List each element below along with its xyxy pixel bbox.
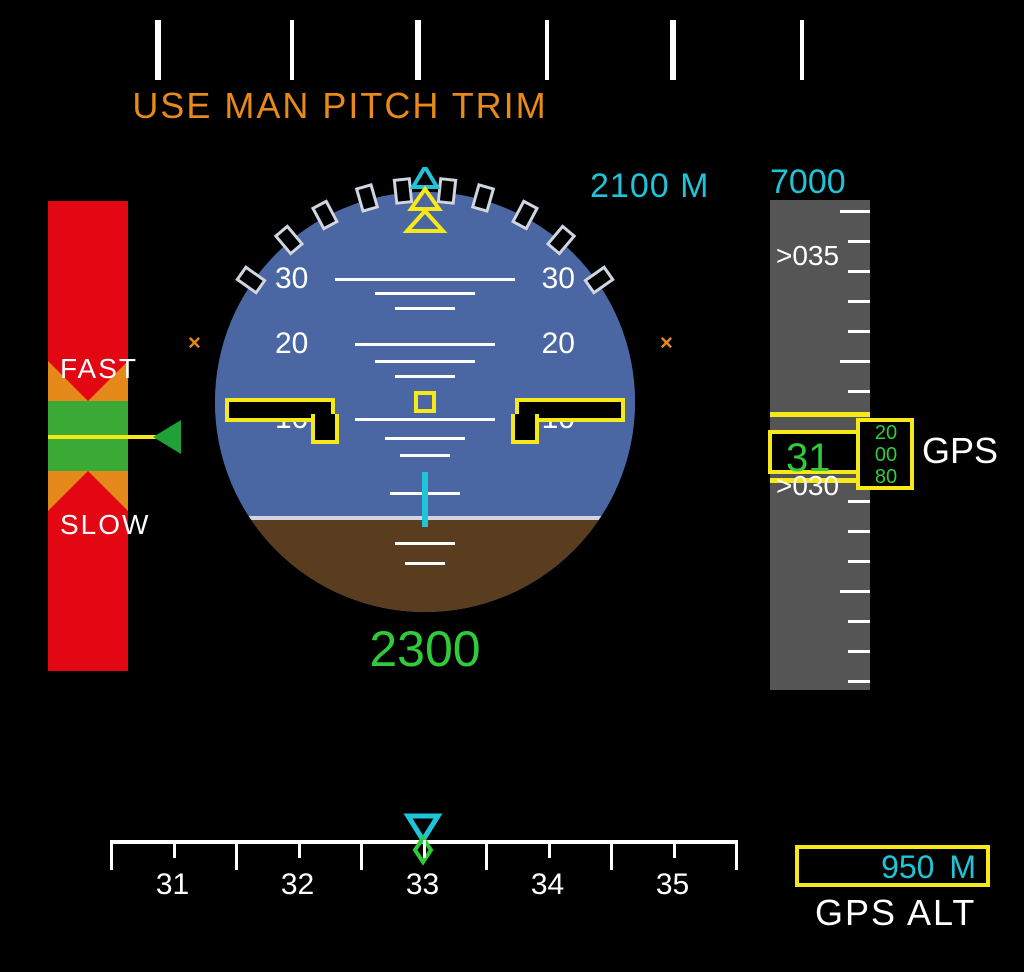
heading-tape-label: 34: [531, 868, 564, 902]
selected-altitude-readout: 7000: [770, 163, 846, 202]
altitude-tape-label: >035: [770, 240, 870, 272]
heading-tick-icon: [673, 840, 676, 858]
roll-pointer-icon: [395, 167, 455, 247]
altitude-source-label: GPS: [922, 430, 998, 472]
altitude-tick-icon: [848, 530, 870, 533]
airspeed-tape: FAST SLOW: [48, 201, 128, 671]
altitude-tape-label: >030: [770, 470, 870, 502]
top-tick-icon: [415, 20, 421, 80]
altitude-tick-icon: [848, 300, 870, 303]
heading-tape-label: 35: [656, 868, 689, 902]
pitch-minor-tick-icon: [375, 292, 475, 295]
gps-altitude-readout: 950 M: [795, 845, 990, 887]
top-tick-icon: [800, 20, 804, 80]
pitch-minor-tick-icon: [395, 307, 455, 310]
gps-altitude-unit: M: [949, 849, 976, 885]
heading-tape-label: 33: [406, 868, 439, 902]
top-tick-icon: [290, 20, 294, 80]
flight-director-icon: [422, 472, 428, 527]
heading-tick-icon: [423, 840, 426, 858]
heading-tick-icon: [548, 840, 551, 858]
altitude-tick-icon: [840, 590, 870, 593]
gps-altitude-label: GPS ALT: [815, 892, 976, 934]
heading-tick-icon: [298, 840, 301, 858]
altitude-tick-icon: [848, 330, 870, 333]
altitude-tick-icon: [848, 650, 870, 653]
heading-tick-icon: [235, 840, 238, 870]
aircraft-symbol-right-icon: [511, 414, 539, 444]
altitude-drum: 200080: [864, 422, 908, 488]
pitch-minor-tick-icon: [385, 437, 465, 440]
altitude-tick-icon: [848, 620, 870, 623]
altitude-tick-icon: [848, 680, 870, 683]
altitude-tick-icon: [848, 560, 870, 563]
speed-bug-icon: [153, 420, 181, 454]
warning-text: USE MAN PITCH TRIM: [0, 85, 680, 127]
aircraft-symbol-left-icon: [311, 414, 339, 444]
top-tick-icon: [670, 20, 676, 80]
attitude-indicator: 303020201010: [215, 192, 635, 612]
heading-tick-icon: [110, 840, 113, 870]
heading-tape: 31 32 33 34 35: [110, 840, 735, 930]
altitude-tick-icon: [840, 210, 870, 213]
altitude-tick-icon: [840, 360, 870, 363]
aircraft-center-icon: [414, 391, 436, 413]
speed-slow-label: SLOW: [60, 509, 150, 541]
top-tick-icon: [545, 20, 549, 80]
altitude-readout: 31 200080: [768, 418, 913, 478]
top-tick-icon: [155, 20, 161, 80]
heading-tick-icon: [735, 840, 738, 870]
heading-tick-icon: [360, 840, 363, 870]
heading-tape-label: 31: [156, 868, 189, 902]
heading-tape-label: 32: [281, 868, 314, 902]
amber-x-icon: ×: [660, 330, 673, 356]
heading-tick-icon: [173, 840, 176, 858]
amber-x-icon: ×: [188, 330, 201, 356]
pitch-minor-tick-icon: [405, 562, 445, 565]
altitude-tick-icon: [848, 390, 870, 393]
heading-tick-icon: [485, 840, 488, 870]
pitch-minor-tick-icon: [375, 360, 475, 363]
speed-fast-label: FAST: [60, 353, 138, 385]
pitch-minor-tick-icon: [395, 375, 455, 378]
gps-altitude-value: 950: [881, 849, 934, 885]
pitch-minor-tick-icon: [395, 542, 455, 545]
pitch-minor-tick-icon: [400, 454, 450, 457]
heading-readout: 2300: [215, 620, 635, 678]
heading-tick-icon: [610, 840, 613, 870]
